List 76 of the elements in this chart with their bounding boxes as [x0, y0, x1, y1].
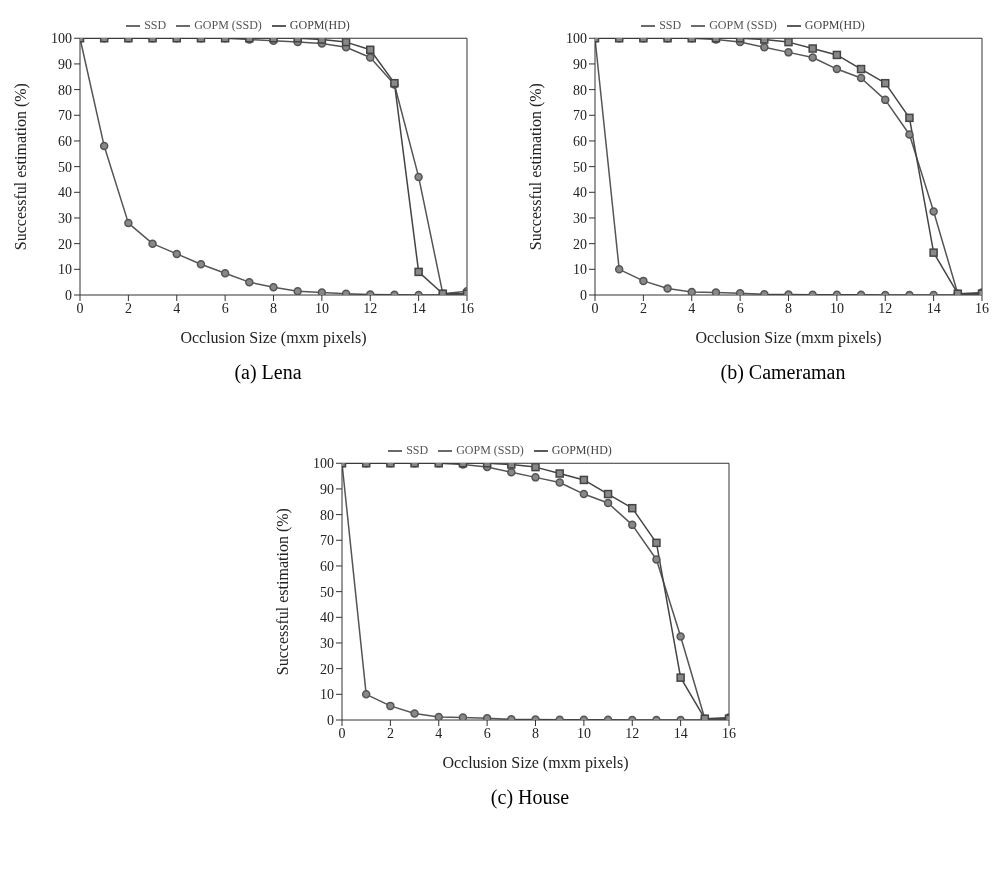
y-tick-label: 70: [320, 533, 334, 549]
y-tick-label: 0: [327, 712, 334, 728]
legend-label: GOPM (SSD): [194, 18, 262, 32]
y-tick-label: 100: [566, 31, 587, 47]
x-tick-label: 0: [338, 725, 346, 741]
y-tick-label: 0: [580, 287, 587, 303]
y-tick-label: 90: [320, 481, 334, 497]
x-tick-label: 10: [829, 300, 844, 316]
x-tick-label: 12: [625, 725, 640, 741]
legend-label: GOPM (SSD): [709, 18, 777, 32]
x-tick-label: 0: [591, 300, 599, 316]
y-tick-label: 10: [58, 262, 72, 278]
x-tick-label: 0: [76, 300, 84, 316]
y-tick-label: 50: [320, 584, 334, 600]
y-tick-label: 90: [58, 56, 72, 72]
text: (b) Cameraman: [719, 361, 847, 384]
y-tick-label: 20: [320, 661, 334, 677]
x-tick-label: 2: [639, 300, 647, 316]
x-tick-label: 16: [722, 725, 736, 741]
x-tick-label: 4: [435, 725, 443, 741]
y-tick-label: 80: [58, 82, 72, 98]
x-tick-label: 8: [785, 300, 792, 316]
x-tick-label: 12: [878, 300, 893, 316]
y-tick-label: 60: [573, 133, 587, 149]
y-tick-label: 100: [313, 456, 334, 472]
x-axis-title: Occlusion Size (mxm pixels): [180, 329, 367, 347]
y-axis-title: Successful estimation (%): [11, 83, 30, 251]
y-tick-label: 20: [58, 236, 72, 252]
y-tick-label: 30: [320, 635, 334, 651]
legend-label: GOPM (SSD): [456, 443, 524, 457]
x-tick-label: 12: [363, 300, 378, 316]
y-tick-label: 60: [58, 133, 72, 149]
x-tick-label: 14: [673, 725, 688, 741]
x-tick-label: 2: [386, 725, 394, 741]
x-tick-label: 16: [460, 300, 474, 316]
y-tick-label: 30: [58, 210, 72, 226]
x-tick-label: 4: [173, 300, 181, 316]
x-tick-label: 6: [483, 725, 491, 741]
x-tick-label: 8: [270, 300, 277, 316]
y-tick-label: 0: [65, 287, 72, 303]
legend-label: GOPM(HD): [551, 443, 612, 457]
y-tick-label: 40: [573, 185, 587, 201]
y-tick-label: 10: [573, 262, 587, 278]
y-tick-label: 80: [320, 507, 334, 523]
legend-label: SSD: [659, 18, 682, 32]
y-axis-title: Successful estimation (%): [273, 508, 292, 676]
y-tick-label: 10: [320, 687, 334, 703]
x-tick-label: 6: [736, 300, 744, 316]
y-tick-label: 20: [573, 236, 587, 252]
x-tick-label: 4: [688, 300, 696, 316]
y-axis-title: Successful estimation (%): [526, 83, 545, 251]
x-tick-label: 16: [975, 300, 989, 316]
y-tick-label: 80: [573, 82, 587, 98]
y-tick-label: 90: [573, 56, 587, 72]
x-tick-label: 14: [411, 300, 426, 316]
legend-label: GOPM(HD): [804, 18, 865, 32]
y-tick-label: 30: [573, 210, 587, 226]
y-tick-label: 40: [58, 185, 72, 201]
x-tick-label: 8: [532, 725, 539, 741]
y-tick-label: 70: [58, 108, 72, 124]
y-tick-label: 50: [58, 159, 72, 175]
text: (a) Lena: [233, 361, 303, 384]
x-axis-title: Occlusion Size (mxm pixels): [442, 754, 629, 772]
y-tick-label: 60: [320, 558, 334, 574]
x-tick-label: 6: [221, 300, 229, 316]
y-tick-label: 50: [573, 159, 587, 175]
x-tick-label: 2: [124, 300, 132, 316]
legend-label: SSD: [144, 18, 167, 32]
legend-label: GOPM(HD): [289, 18, 350, 32]
x-tick-label: 14: [926, 300, 941, 316]
y-tick-label: 70: [573, 108, 587, 124]
legend-label: SSD: [406, 443, 429, 457]
y-tick-label: 100: [51, 31, 72, 47]
x-axis-title: Occlusion Size (mxm pixels): [695, 329, 882, 347]
y-tick-label: 40: [320, 610, 334, 626]
text: (c) House: [489, 786, 571, 809]
